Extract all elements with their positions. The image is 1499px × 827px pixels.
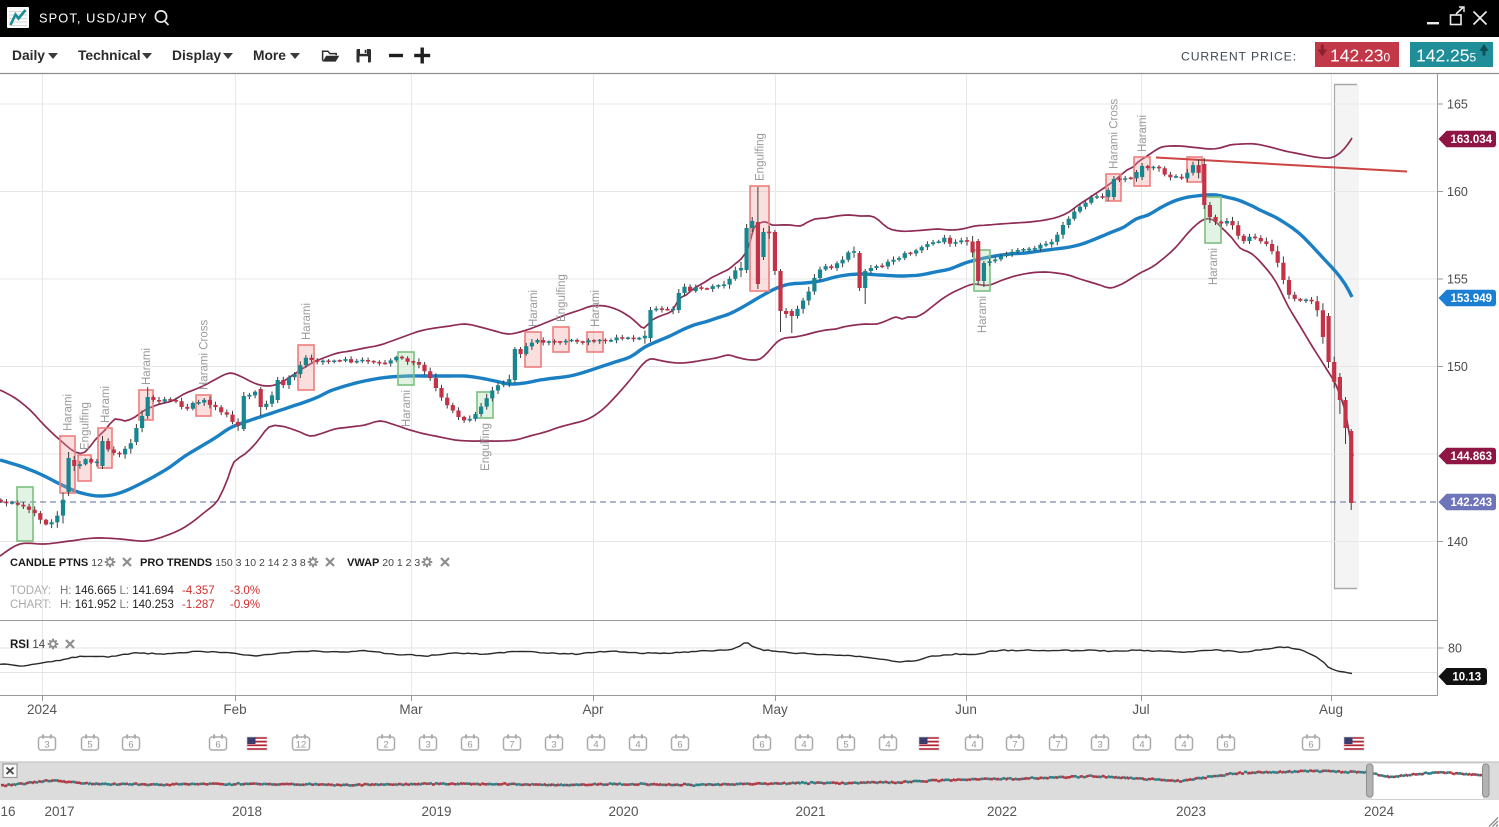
svg-text:Harami: Harami: [63, 394, 75, 431]
svg-text:150: 150: [1447, 360, 1468, 374]
svg-text:Jun: Jun: [955, 702, 977, 717]
svg-text:Harami: Harami: [528, 290, 540, 327]
svg-text:2020: 2020: [608, 804, 638, 819]
svg-text:H: 146.665 L: 141.694: H: 146.665 L: 141.694: [60, 585, 174, 597]
svg-text:-3.0%: -3.0%: [230, 585, 260, 597]
svg-text:6: 6: [1223, 740, 1228, 751]
svg-text:12: 12: [296, 740, 307, 751]
svg-text:Harami: Harami: [977, 296, 989, 333]
svg-text:Engulfing: Engulfing: [556, 274, 568, 322]
svg-text:2018: 2018: [232, 804, 262, 819]
svg-text:4: 4: [801, 740, 806, 751]
svg-text:CURRENT PRICE:: CURRENT PRICE:: [1181, 50, 1297, 64]
svg-text:Display: Display: [172, 48, 221, 63]
svg-text:5: 5: [87, 740, 92, 751]
svg-text:Feb: Feb: [223, 702, 246, 717]
svg-text:CHART:: CHART:: [10, 599, 51, 611]
svg-text:6: 6: [467, 740, 472, 751]
svg-text:Harami Cross: Harami Cross: [1109, 98, 1121, 169]
svg-text:7: 7: [509, 740, 514, 751]
svg-text:165: 165: [1447, 98, 1468, 112]
svg-text:7: 7: [1012, 740, 1017, 751]
svg-text:RSI 14: RSI 14: [10, 639, 46, 651]
svg-text:2023: 2023: [1176, 804, 1206, 819]
svg-text:Engulfing: Engulfing: [80, 402, 92, 450]
svg-text:Harami: Harami: [1137, 115, 1149, 152]
svg-text:2021: 2021: [795, 804, 825, 819]
svg-text:Technical: Technical: [78, 48, 141, 63]
svg-text:Harami: Harami: [590, 290, 602, 327]
svg-text:Harami Cross: Harami Cross: [199, 319, 211, 390]
svg-text:4: 4: [885, 740, 890, 751]
svg-text:4: 4: [971, 740, 976, 751]
svg-text:Aug: Aug: [1319, 702, 1343, 717]
svg-text:10.13: 10.13: [1452, 672, 1481, 684]
svg-text:2024: 2024: [1364, 804, 1395, 819]
svg-text:4: 4: [1181, 740, 1186, 751]
svg-text:144.863: 144.863: [1450, 451, 1492, 463]
svg-text:2022: 2022: [987, 804, 1017, 819]
svg-text:Harami: Harami: [141, 348, 153, 385]
svg-text:-1.287: -1.287: [182, 599, 215, 611]
svg-text:4: 4: [635, 740, 640, 751]
svg-text:Harami: Harami: [1208, 248, 1220, 285]
svg-text:H: 161.952 L: 140.253: H: 161.952 L: 140.253: [60, 599, 174, 611]
svg-text:Apr: Apr: [582, 702, 604, 717]
svg-text:4: 4: [1139, 740, 1144, 751]
svg-text:142.255: 142.255: [1416, 46, 1477, 66]
svg-text:80: 80: [1448, 642, 1462, 656]
svg-text:5: 5: [843, 740, 848, 751]
svg-text:140: 140: [1447, 535, 1468, 549]
svg-text:Harami: Harami: [401, 390, 413, 427]
svg-text:4: 4: [593, 740, 598, 751]
svg-text:Daily: Daily: [12, 48, 45, 63]
svg-text:More: More: [253, 48, 286, 63]
svg-text:16: 16: [0, 804, 15, 819]
svg-text:163.034: 163.034: [1450, 134, 1492, 146]
svg-text:SPOT, USD/JPY: SPOT, USD/JPY: [39, 11, 148, 26]
svg-text:Engulfing: Engulfing: [755, 133, 767, 181]
svg-text:Jul: Jul: [1132, 702, 1149, 717]
svg-text:2024: 2024: [27, 702, 58, 717]
svg-text:2017: 2017: [44, 804, 74, 819]
svg-text:142.230: 142.230: [1330, 46, 1391, 66]
svg-text:VWAP 20 1 2 3: VWAP 20 1 2 3: [347, 557, 420, 569]
svg-text:6: 6: [215, 740, 220, 751]
svg-text:Mar: Mar: [399, 702, 423, 717]
svg-text:142.243: 142.243: [1450, 497, 1492, 509]
svg-text:CANDLE PTNS 12: CANDLE PTNS 12: [10, 557, 103, 569]
svg-text:6: 6: [677, 740, 682, 751]
svg-text:-0.9%: -0.9%: [230, 599, 260, 611]
svg-text:155: 155: [1447, 273, 1468, 287]
svg-text:160: 160: [1447, 185, 1468, 199]
svg-text:3: 3: [44, 740, 49, 751]
svg-text:-4.357: -4.357: [182, 585, 215, 597]
svg-text:153.949: 153.949: [1450, 293, 1492, 305]
svg-text:TODAY:: TODAY:: [10, 585, 51, 597]
svg-text:6: 6: [128, 740, 133, 751]
svg-text:2: 2: [383, 740, 388, 751]
svg-text:3: 3: [1097, 740, 1102, 751]
svg-text:Engulfing: Engulfing: [480, 423, 492, 471]
svg-text:Harami: Harami: [100, 386, 112, 423]
svg-text:3: 3: [425, 740, 430, 751]
svg-text:2019: 2019: [421, 804, 451, 819]
svg-text:PRO TRENDS 150 3 10 2 14 2 3 8: PRO TRENDS 150 3 10 2 14 2 3 8: [140, 557, 306, 569]
svg-text:6: 6: [1308, 740, 1313, 751]
svg-text:7: 7: [1055, 740, 1060, 751]
svg-text:6: 6: [759, 740, 764, 751]
svg-text:3: 3: [551, 740, 556, 751]
svg-text:Harami: Harami: [301, 303, 313, 340]
svg-text:May: May: [762, 702, 788, 717]
